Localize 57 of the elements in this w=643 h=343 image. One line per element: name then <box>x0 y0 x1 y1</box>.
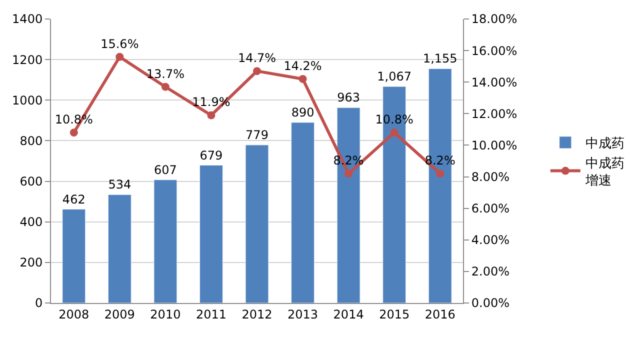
legend-label: 中成药增速 <box>584 156 624 188</box>
data-label: 607 <box>154 162 177 177</box>
data-label: 890 <box>291 105 314 120</box>
y2-tick-label: 18.00% <box>471 12 518 26</box>
y-tick-label: 600 <box>20 174 43 188</box>
y-tick-label: 200 <box>20 256 43 270</box>
y2-tick-label: 4.00% <box>471 233 510 248</box>
legend-label: 中成药 <box>585 136 624 152</box>
y-tick-label: 800 <box>20 134 43 148</box>
bar <box>245 144 269 303</box>
data-label: 534 <box>108 178 132 192</box>
x-tick-label: 2010 <box>150 307 181 322</box>
x-tick-label: 2013 <box>288 307 318 322</box>
bar <box>62 209 86 303</box>
data-label: 15.6% <box>100 36 139 51</box>
x-tick-label: 2014 <box>333 307 364 322</box>
x-tick-label: 2009 <box>104 307 135 322</box>
point <box>253 67 261 76</box>
y2-tick-label: 10.00% <box>471 138 518 152</box>
x-tick-label: 2015 <box>379 307 410 322</box>
data-label: 14.7% <box>238 51 276 66</box>
point <box>298 74 307 83</box>
y-tick-label: 400 <box>20 215 43 230</box>
data-label: 1,067 <box>377 70 412 84</box>
data-label: 779 <box>246 128 268 142</box>
bar <box>291 122 314 303</box>
x-tick-label: 2016 <box>424 307 456 322</box>
y2-tick-label: 6.00% <box>471 202 510 216</box>
y-tick-label: 1400 <box>12 12 43 26</box>
point <box>207 111 216 120</box>
data-label: 462 <box>62 192 86 206</box>
point <box>70 128 78 137</box>
bar <box>108 194 132 303</box>
point <box>116 52 124 61</box>
y-tick-label: 1200 <box>12 52 43 67</box>
data-label: 679 <box>200 148 223 162</box>
y2-tick-label: 2.00% <box>471 264 510 279</box>
x-tick-label: 2012 <box>242 307 272 322</box>
y2-tick-label: 0.00% <box>471 296 510 310</box>
point <box>436 170 444 178</box>
data-label: 1,155 <box>422 52 458 66</box>
y2-tick-label: 8.00% <box>471 170 510 184</box>
point <box>390 128 398 137</box>
point <box>344 170 353 178</box>
y-tick-label: 0 <box>34 296 43 310</box>
y2-tick-label: 14.00% <box>471 75 518 90</box>
data-label: 13.7% <box>146 66 185 81</box>
point <box>161 82 170 91</box>
bar <box>154 180 178 303</box>
data-label: 14.2% <box>284 58 322 73</box>
y2-tick-label: 16.00% <box>471 44 518 58</box>
y-tick-label: 1000 <box>12 93 43 108</box>
x-tick-label: 2008 <box>58 307 90 322</box>
bar <box>200 165 223 303</box>
x-tick-label: 2011 <box>196 307 226 322</box>
data-label: 963 <box>337 90 360 105</box>
y2-tick-label: 12.00% <box>471 106 518 121</box>
